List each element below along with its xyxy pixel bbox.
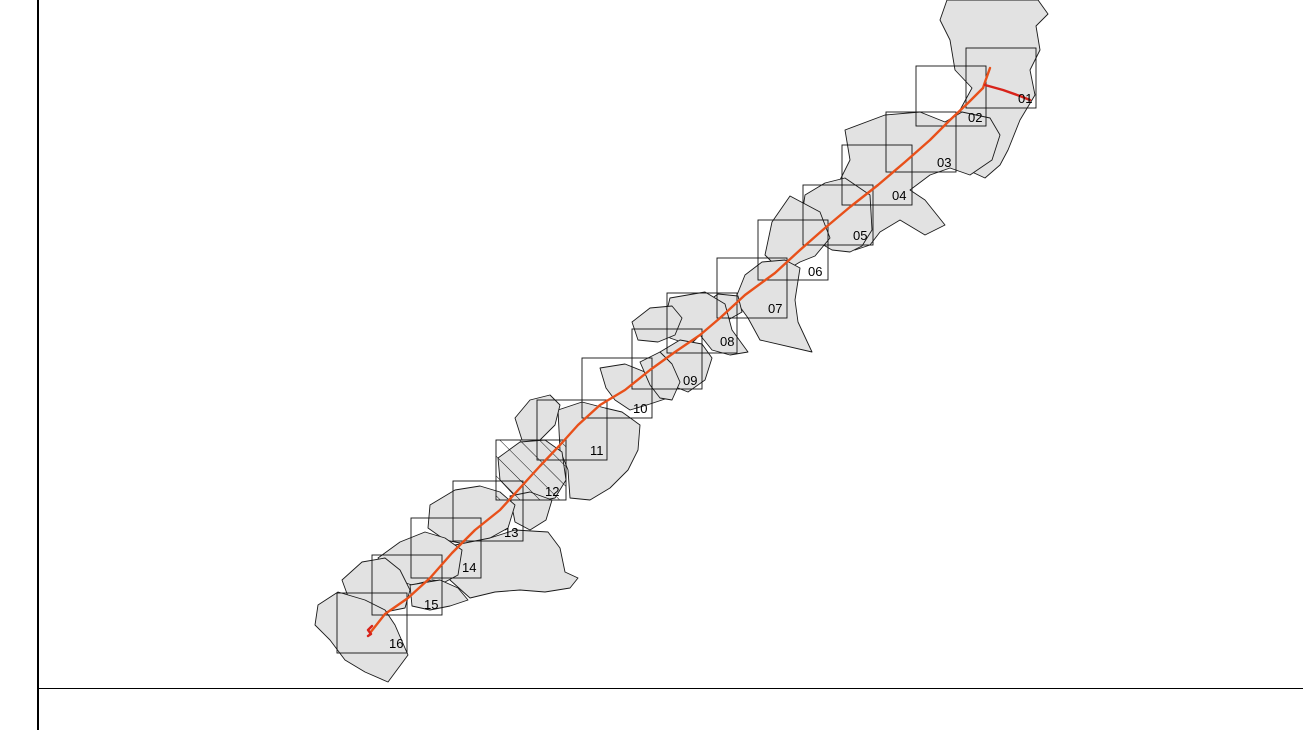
- region-10: [599, 363, 669, 411]
- region-north-east: [939, 0, 1049, 179]
- map-sheet-14[interactable]: [410, 517, 482, 579]
- map-sheet-10[interactable]: [581, 357, 653, 419]
- sheet-label-06: 06: [808, 264, 822, 279]
- sheet-label-10: 10: [633, 401, 647, 416]
- map-sheet-11[interactable]: [536, 399, 608, 461]
- route-layer: [366, 66, 1032, 638]
- map-sheet-07[interactable]: [716, 257, 788, 319]
- sheet-label-01: 01: [1018, 91, 1032, 106]
- region-11-north: [514, 394, 561, 441]
- region-06: [764, 195, 831, 269]
- route-line: [368, 86, 985, 635]
- map-sheet-06[interactable]: [757, 219, 829, 281]
- route-end-east: [983, 83, 1032, 102]
- sheet-label-03: 03: [937, 155, 951, 170]
- sheet-label-05: 05: [853, 228, 867, 243]
- sheet-label-08: 08: [720, 334, 734, 349]
- sheet-label-15: 15: [424, 597, 438, 612]
- map-frame-bottom-border: [37, 688, 1303, 689]
- sheet-labels: 01 02 03 04 05 06 07 08 09 10 11 12 13 1…: [389, 91, 1032, 651]
- map-sheet-02[interactable]: [915, 65, 987, 127]
- map-sheet-09[interactable]: [631, 328, 703, 390]
- route-branch-east: [981, 66, 992, 90]
- region-13-south: [449, 529, 579, 599]
- sheet-label-11: 11: [590, 443, 604, 458]
- sheet-label-04: 04: [892, 188, 906, 203]
- region-07: [734, 259, 813, 353]
- sheet-label-16: 16: [389, 636, 403, 651]
- map-sheet-03[interactable]: [885, 111, 957, 173]
- region-15-east: [409, 579, 469, 611]
- map-sheet-13[interactable]: [452, 480, 524, 542]
- sheet-label-13: 13: [504, 525, 518, 540]
- sheet-label-09: 09: [683, 373, 697, 388]
- region-08-west: [631, 305, 683, 343]
- map-sheet-05[interactable]: [802, 184, 874, 246]
- sheet-label-12: 12: [545, 484, 559, 499]
- map-sheet-04[interactable]: [841, 144, 913, 206]
- map-sheet-01[interactable]: [965, 47, 1037, 109]
- route-map: 01 02 03 04 05 06 07 08 09 10 11 12 13 1…: [314, 0, 1049, 683]
- map-sheet-16[interactable]: [336, 592, 408, 654]
- sheet-label-07: 07: [768, 301, 782, 316]
- region-11: [557, 401, 641, 501]
- route-end-southwest: [366, 624, 374, 638]
- map-frame-left-border: [37, 0, 39, 730]
- regions-layer: [314, 0, 1049, 683]
- sheet-label-14: 14: [462, 560, 476, 575]
- sheet-label-02: 02: [968, 110, 982, 125]
